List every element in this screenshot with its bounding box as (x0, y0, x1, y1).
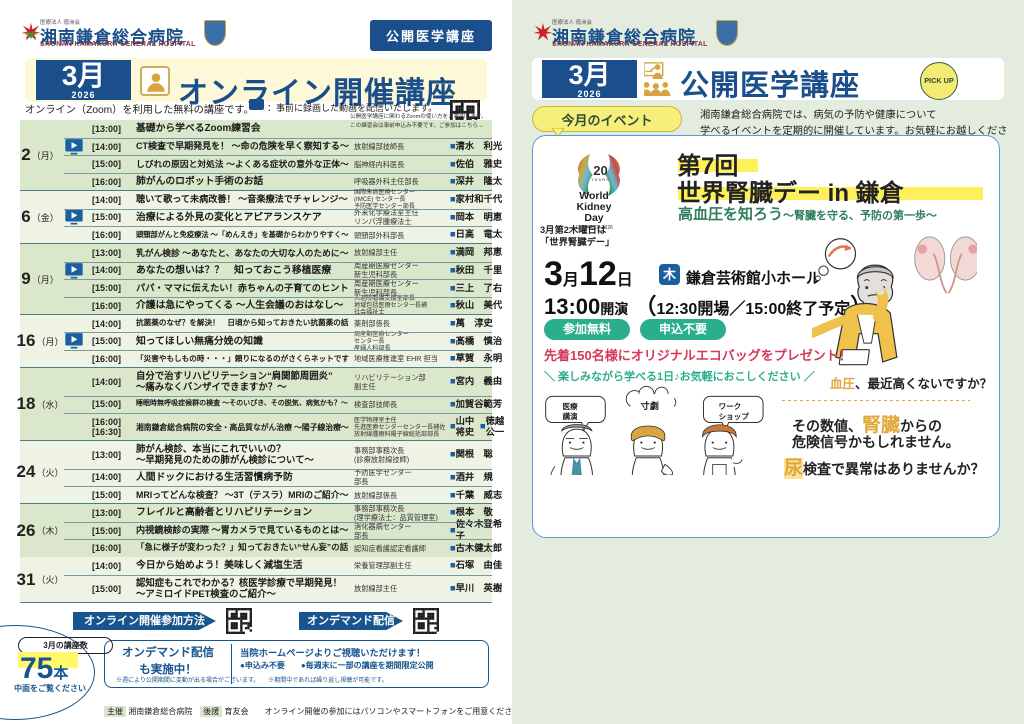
svg-text:ワーク: ワーク (719, 401, 742, 411)
svg-text:ショップ: ショップ (719, 411, 750, 421)
svg-text:寸劇: 寸劇 (641, 400, 659, 411)
svg-text:講演: 講演 (562, 411, 578, 421)
svg-text:医療: 医療 (562, 401, 578, 411)
